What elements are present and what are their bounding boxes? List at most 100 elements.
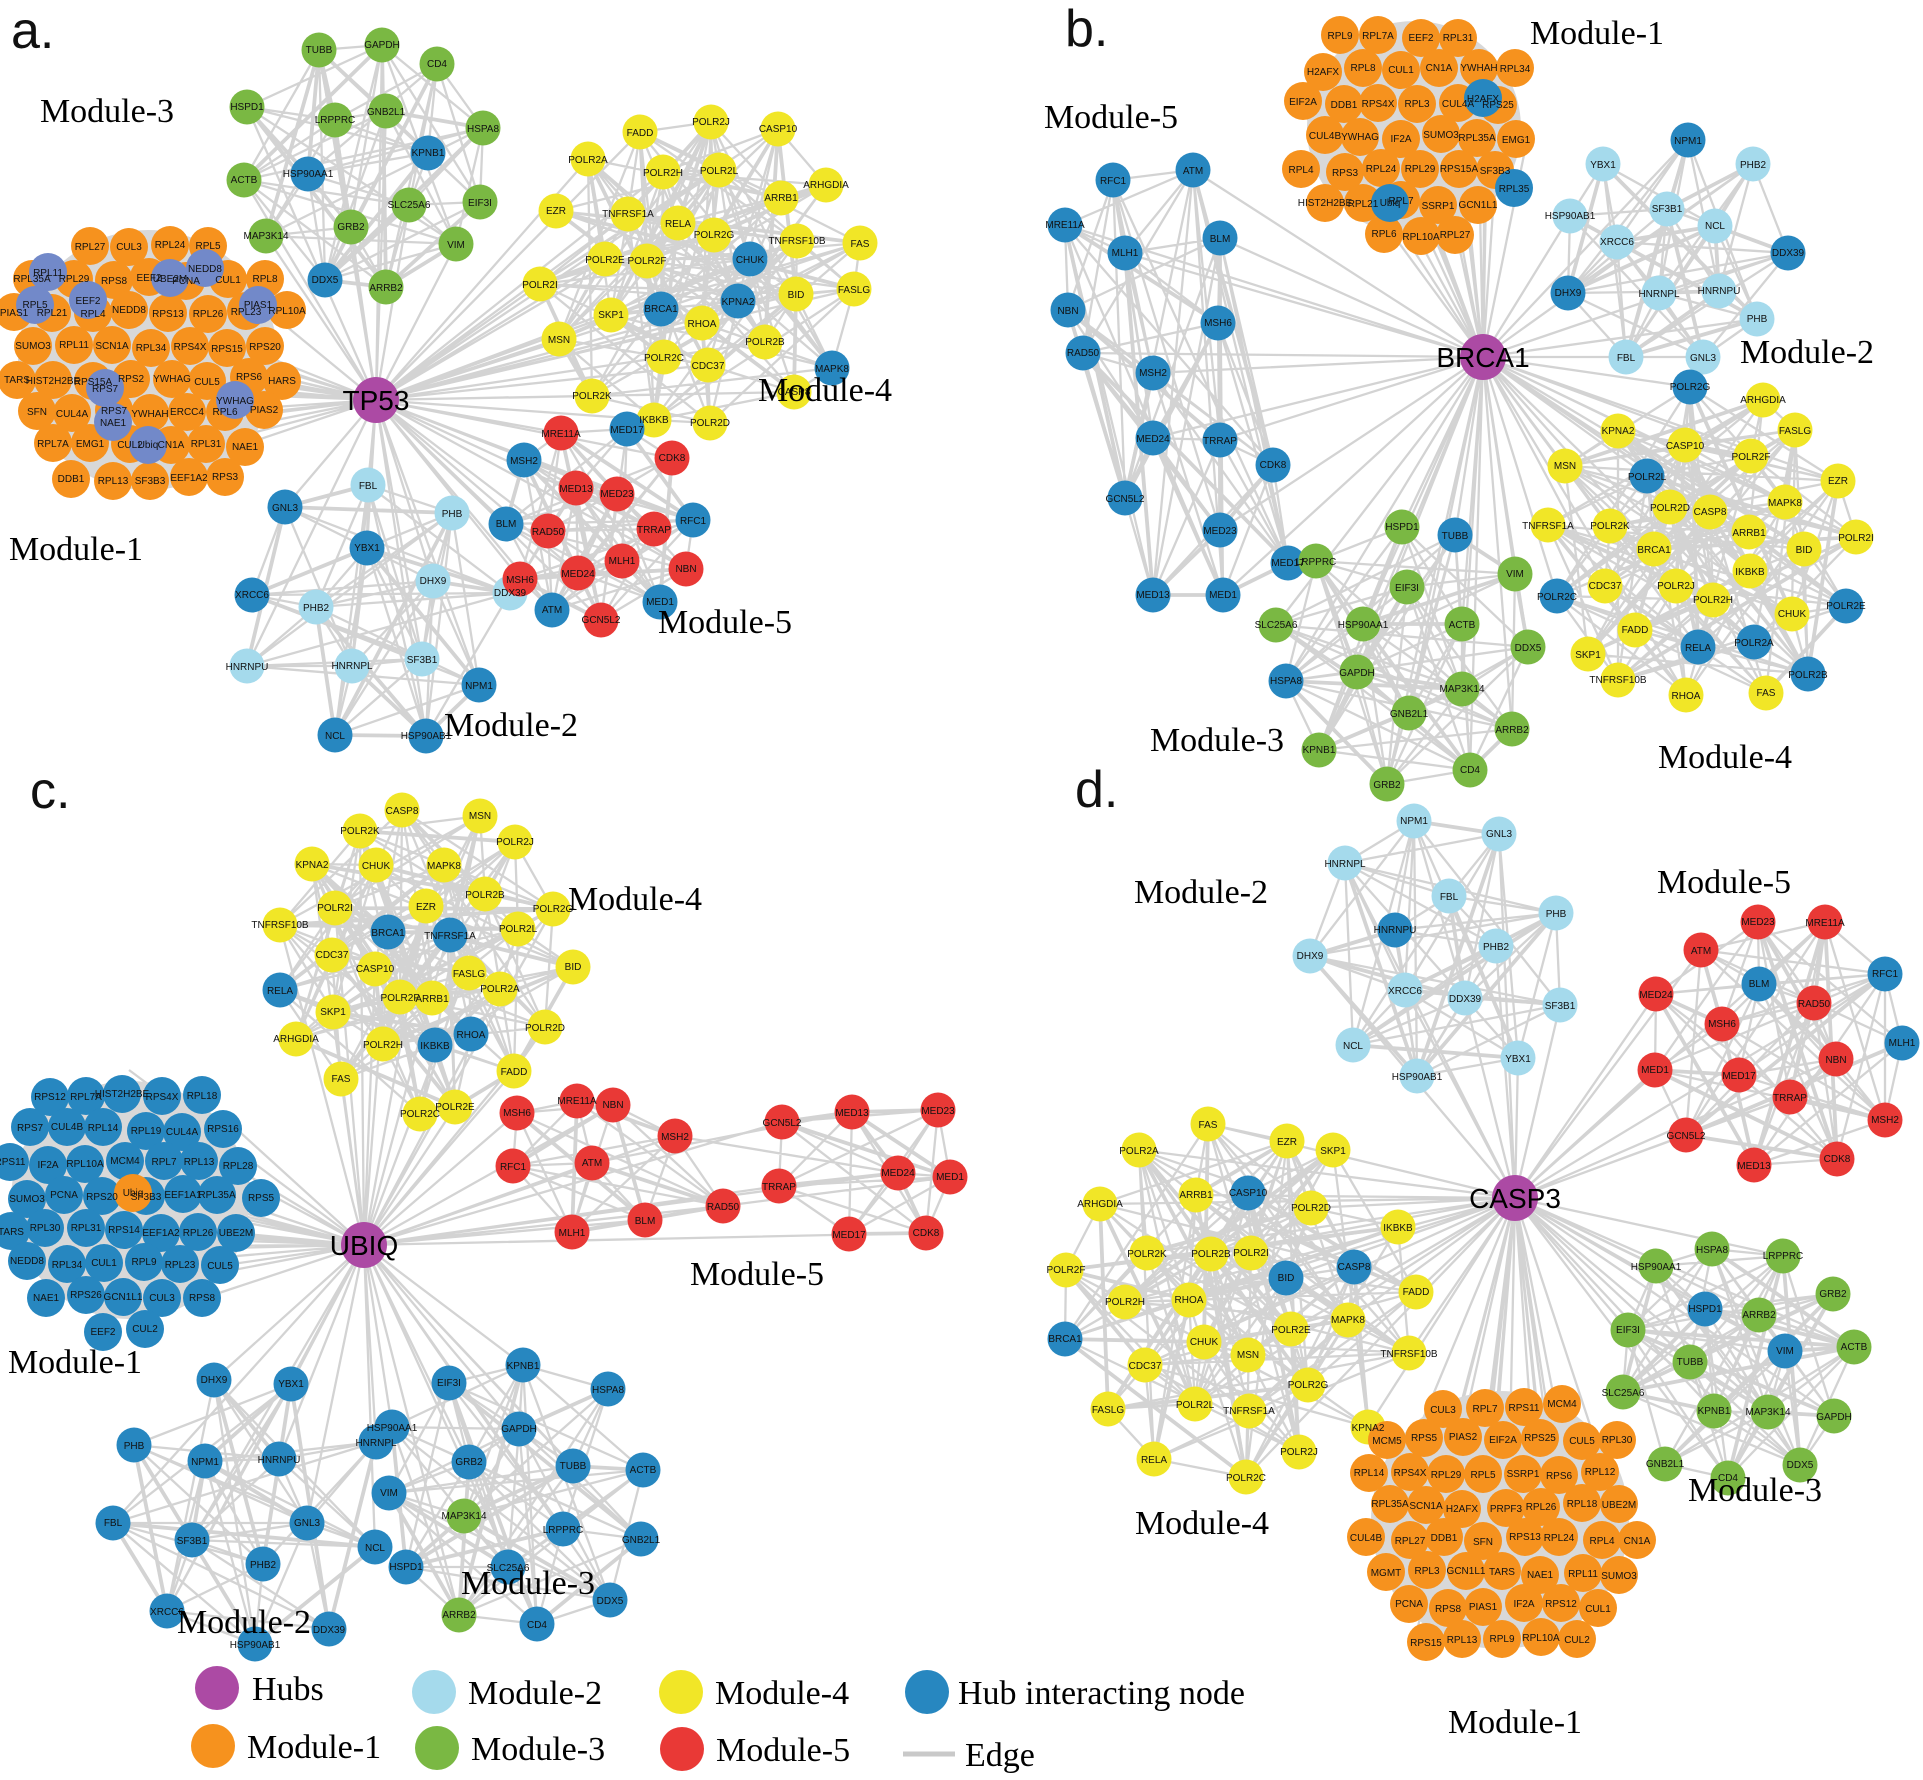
- svg-text:RPL35A: RPL35A: [198, 1190, 236, 1201]
- svg-text:RPS11: RPS11: [0, 1157, 26, 1168]
- svg-text:TNFRSF10B: TNFRSF10B: [251, 920, 309, 931]
- svg-text:POLR2G: POLR2G: [694, 230, 735, 241]
- svg-text:CUL3: CUL3: [116, 242, 142, 253]
- svg-text:DDX5: DDX5: [1787, 1460, 1814, 1471]
- svg-text:CUL4A: CUL4A: [56, 409, 89, 420]
- svg-text:POLR2D: POLR2D: [1650, 503, 1690, 514]
- svg-text:MED1: MED1: [646, 597, 674, 608]
- svg-text:LRPPRC: LRPPRC: [1763, 1251, 1804, 1262]
- svg-text:GNB2L1: GNB2L1: [1390, 709, 1429, 720]
- svg-text:MED23: MED23: [921, 1106, 955, 1117]
- svg-text:HSP90AA1: HSP90AA1: [367, 1423, 418, 1434]
- svg-text:POLR2A: POLR2A: [1734, 638, 1774, 649]
- svg-text:RPL24: RPL24: [155, 240, 186, 251]
- svg-text:NPM1: NPM1: [191, 1457, 219, 1468]
- svg-text:Module-5: Module-5: [690, 1256, 824, 1293]
- svg-text:TNFRSF1A: TNFRSF1A: [602, 209, 654, 220]
- svg-text:Module-4: Module-4: [568, 881, 702, 918]
- svg-text:Module-2: Module-2: [1740, 334, 1874, 371]
- svg-text:PHB2: PHB2: [1483, 942, 1510, 953]
- svg-text:H2AFX: H2AFX: [1446, 1504, 1479, 1515]
- svg-text:BID: BID: [1796, 545, 1813, 556]
- svg-text:CD4: CD4: [527, 1620, 547, 1631]
- svg-text:RPL18: RPL18: [187, 1091, 218, 1102]
- svg-text:GCN5L2: GCN5L2: [1106, 494, 1145, 505]
- svg-text:GRB2: GRB2: [1373, 780, 1401, 791]
- svg-text:CUL3: CUL3: [1430, 1405, 1456, 1416]
- svg-text:RPL5: RPL5: [1470, 1470, 1495, 1481]
- svg-text:HSP90AA1: HSP90AA1: [283, 169, 334, 180]
- svg-text:POLR2H: POLR2H: [363, 1040, 403, 1051]
- svg-text:GNL3: GNL3: [1486, 829, 1513, 840]
- svg-text:SSRP1: SSRP1: [1507, 1469, 1540, 1480]
- svg-text:BRCA1: BRCA1: [371, 928, 405, 939]
- svg-text:TNFRSF10B: TNFRSF10B: [768, 236, 826, 247]
- svg-text:MCM5: MCM5: [1372, 1436, 1402, 1447]
- svg-text:CUL5: CUL5: [194, 377, 220, 388]
- svg-text:CN1A: CN1A: [1624, 1536, 1651, 1547]
- svg-text:FAS: FAS: [1757, 688, 1776, 699]
- svg-text:HSPD1: HSPD1: [1688, 1304, 1722, 1315]
- svg-text:POLR2E: POLR2E: [435, 1102, 475, 1113]
- svg-text:EZR: EZR: [1828, 476, 1848, 487]
- svg-text:MSN: MSN: [1237, 1350, 1259, 1361]
- svg-text:GCN5L2: GCN5L2: [763, 1118, 802, 1129]
- svg-text:TRRAP: TRRAP: [1773, 1093, 1807, 1104]
- svg-text:YBX1: YBX1: [278, 1379, 304, 1390]
- svg-text:GCN1L1: GCN1L1: [104, 1292, 143, 1303]
- svg-text:POLR2E: POLR2E: [585, 255, 625, 266]
- svg-text:POLR2F: POLR2F: [1047, 1265, 1086, 1276]
- svg-text:KPNA2: KPNA2: [296, 860, 329, 871]
- svg-text:GCN5L2: GCN5L2: [582, 615, 621, 626]
- svg-text:GAPDH: GAPDH: [364, 40, 400, 51]
- svg-text:MED13: MED13: [559, 484, 593, 495]
- svg-text:DDX5: DDX5: [312, 275, 339, 286]
- svg-text:FASLG: FASLG: [838, 285, 870, 296]
- svg-text:RPL6: RPL6: [212, 407, 237, 418]
- svg-text:PHB2: PHB2: [303, 603, 330, 614]
- svg-text:H2AFX: H2AFX: [1307, 67, 1340, 78]
- svg-text:Module-3: Module-3: [1688, 1472, 1822, 1509]
- svg-text:IKBKB: IKBKB: [1735, 567, 1765, 578]
- svg-text:EMG1: EMG1: [76, 439, 105, 450]
- svg-text:SFN: SFN: [1473, 1537, 1493, 1548]
- svg-text:HIST2H2BE: HIST2H2BE: [26, 376, 81, 387]
- svg-text:POLR2L: POLR2L: [1176, 1400, 1215, 1411]
- svg-text:MED23: MED23: [600, 489, 634, 500]
- svg-text:CHUK: CHUK: [362, 861, 391, 872]
- svg-text:RPL10A: RPL10A: [66, 1159, 104, 1170]
- svg-text:MAPK8: MAPK8: [1331, 1315, 1365, 1326]
- svg-text:ARHGDIA: ARHGDIA: [803, 180, 849, 191]
- svg-text:RPL14: RPL14: [1354, 1468, 1385, 1479]
- svg-text:MED24: MED24: [1639, 990, 1673, 1001]
- svg-text:MCM4: MCM4: [110, 1156, 140, 1167]
- svg-text:TNFRSF1A: TNFRSF1A: [424, 931, 476, 942]
- svg-text:Module-2: Module-2: [468, 1675, 602, 1712]
- svg-text:ARRB1: ARRB1: [415, 994, 449, 1005]
- svg-text:TUBB: TUBB: [1677, 1357, 1704, 1368]
- svg-text:DDX39: DDX39: [313, 1625, 346, 1636]
- svg-text:DHX9: DHX9: [420, 576, 447, 587]
- svg-text:RPL26: RPL26: [183, 1228, 214, 1239]
- svg-text:POLR2C: POLR2C: [1226, 1473, 1266, 1484]
- svg-text:RPS25: RPS25: [1482, 100, 1514, 111]
- svg-text:NAE1: NAE1: [33, 1293, 60, 1304]
- svg-text:Module-3: Module-3: [471, 1731, 605, 1768]
- svg-text:FADD: FADD: [501, 1067, 528, 1078]
- svg-text:HNRNPL: HNRNPL: [355, 1438, 397, 1449]
- svg-text:Ubiq: Ubiq: [1380, 198, 1401, 209]
- svg-text:RPS13: RPS13: [1509, 1532, 1541, 1543]
- svg-text:CD4: CD4: [1718, 1473, 1738, 1484]
- svg-text:NCL: NCL: [1343, 1041, 1363, 1052]
- svg-text:DHX9: DHX9: [201, 1375, 228, 1386]
- svg-text:CUL4B: CUL4B: [51, 1122, 84, 1133]
- svg-text:KPNB1: KPNB1: [412, 148, 445, 159]
- svg-text:MRE11A: MRE11A: [1045, 220, 1085, 231]
- svg-text:CASP10: CASP10: [759, 124, 798, 135]
- svg-text:HSPD1: HSPD1: [1385, 522, 1419, 533]
- svg-text:RHOA: RHOA: [1672, 691, 1701, 702]
- svg-text:FADD: FADD: [627, 128, 654, 139]
- svg-text:CASP8: CASP8: [778, 387, 811, 398]
- svg-text:RAD50: RAD50: [532, 527, 565, 538]
- svg-text:RPL26: RPL26: [1526, 1502, 1557, 1513]
